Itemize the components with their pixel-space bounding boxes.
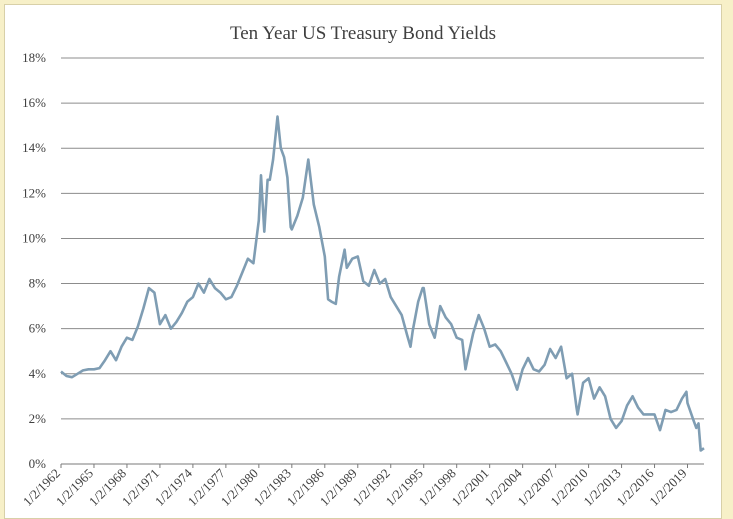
y-tick-label: 4% [29, 366, 47, 381]
y-tick-label: 2% [29, 411, 47, 426]
x-tick-label: 1/2/2019 [646, 466, 689, 509]
yield-series-line [60, 115, 705, 452]
y-axis-ticks: 0% 2% 4% 6% 8% 10% 12% 14% 16% 18% [22, 50, 46, 471]
y-tick-label: 12% [22, 185, 46, 200]
series-layer [60, 115, 705, 452]
chart-title: Ten Year US Treasury Bond Yields [229, 23, 497, 44]
y-tick-label: 16% [22, 95, 46, 110]
y-tick-label: 18% [22, 50, 46, 65]
chart-frame: Ten Year US Treasury Bond Yields [4, 4, 722, 519]
y-tick-label: 0% [29, 456, 47, 471]
y-tick-label: 14% [22, 140, 46, 155]
gridlines [61, 57, 704, 465]
y-tick-label: 10% [22, 230, 46, 245]
x-axis: 1/2/19621/2/19651/2/19681/2/19711/2/1974… [20, 463, 704, 509]
y-tick-label: 8% [29, 276, 47, 291]
y-tick-label: 6% [29, 321, 47, 336]
